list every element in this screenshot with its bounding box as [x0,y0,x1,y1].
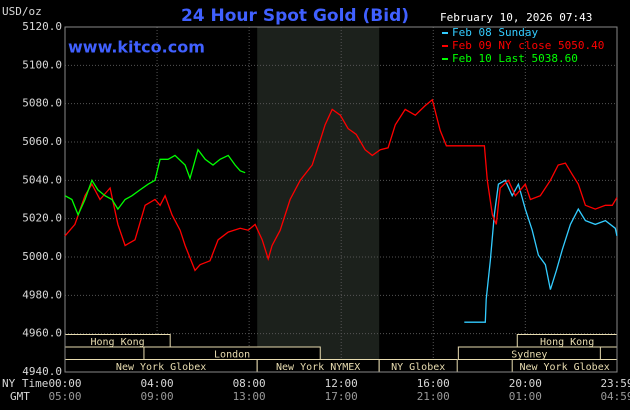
y-tick-label: 5020.0 [22,212,62,225]
y-tick-label: 4960.0 [22,327,62,340]
y-tick-label: 4940.0 [22,365,62,378]
x-tick-label: 20:00 [509,377,542,390]
session-label: New York NYMEX [276,362,360,373]
session-label: Hong Kong [540,337,594,348]
x-tick-label: 04:00 [141,377,174,390]
x-tick-label: 00:00 [48,377,81,390]
gmt-tick-label: 09:00 [141,390,174,403]
session-label: Sydney [511,349,547,360]
x-tick-label: 12:00 [325,377,358,390]
series-line [64,98,618,272]
y-tick-label: 5120.0 [22,20,62,33]
plot-area: Hong Kong Hong Kong London Sydney New York G… [64,26,618,373]
gmt-tick-label: 17:00 [325,390,358,403]
session-label: Hong Kong [90,337,144,348]
y-tick-label: 4980.0 [22,288,62,301]
gmt-tick-label: 13:00 [233,390,266,403]
y-tick-label: 5000.0 [22,250,62,263]
x-tick-label: 08:00 [233,377,266,390]
y-tick-label: 5100.0 [22,58,62,71]
plot-frame [64,26,618,373]
y-tick-label: 5080.0 [22,97,62,110]
highlight-band [257,27,380,372]
x-row-label: NY Time [2,377,48,390]
gmt-tick-label: 21:00 [417,390,450,403]
session-label: London [214,349,250,360]
unit-label: USD/oz [2,5,42,18]
x-tick-label: 16:00 [417,377,450,390]
gmt-tick-label: 01:00 [509,390,542,403]
timestamp: February 10, 2026 07:43 [440,11,592,24]
session-label: New York Globex [116,362,206,373]
x-row-label: GMT [10,390,30,403]
gmt-tick-label: 05:00 [48,390,81,403]
chart-title: 24 Hour Spot Gold (Bid) [181,6,409,26]
session-label: NY Globex [391,362,445,373]
legend-label: Feb 08 Sunday [452,26,538,39]
legend-label: Feb 09 NY close 5050.40 [452,39,604,52]
gmt-tick-label: 04:59 [600,390,630,403]
series-line [464,179,618,323]
legend-label: Feb 10 Last 5038.60 [452,52,578,65]
y-tick-label: 5040.0 [22,173,62,186]
x-tick-label: 23:59 [600,377,630,390]
y-tick-label: 5060.0 [22,135,62,148]
series-line [64,148,246,217]
website: www.kitco.com [68,38,205,57]
session-label: New York Globex [519,362,609,373]
